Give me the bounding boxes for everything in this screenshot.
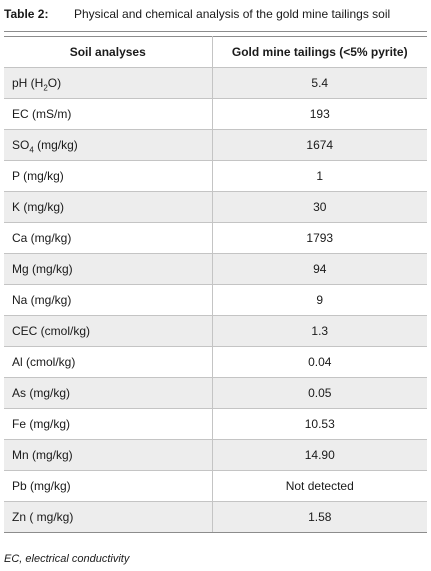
tailings-value: 193 (212, 98, 427, 130)
caption-divider (4, 31, 427, 32)
table-row: K (mg/kg) 30 (4, 191, 427, 223)
table-row: Pb (mg/kg) Not detected (4, 470, 427, 502)
tailings-value: 0.04 (212, 346, 427, 378)
table-row: Mg (mg/kg) 94 (4, 253, 427, 285)
tailings-value: 14.90 (212, 439, 427, 471)
table-row: CEC (cmol/kg) 1.3 (4, 315, 427, 347)
table-caption: Table 2: Physical and chemical analysis o… (4, 6, 390, 22)
table-row: EC (mS/m) 193 (4, 98, 427, 130)
analysis-label: Al (cmol/kg) (4, 346, 213, 378)
table-header-row: Soil analyses Gold mine tailings (<5% py… (4, 36, 427, 68)
tailings-value: 1.58 (212, 501, 427, 533)
table-title: Physical and chemical analysis of the go… (74, 7, 391, 21)
table-row: Fe (mg/kg) 10.53 (4, 408, 427, 440)
table-row: SO4 (mg/kg) 1674 (4, 129, 427, 161)
table-row: Ca (mg/kg) 1793 (4, 222, 427, 254)
table-row: Na (mg/kg) 9 (4, 284, 427, 316)
table-row: As (mg/kg) 0.05 (4, 377, 427, 409)
table-row: P (mg/kg) 1 (4, 160, 427, 192)
tailings-value: 1674 (212, 129, 427, 161)
tailings-value: 0.05 (212, 377, 427, 409)
analysis-label: pH (H2O) (4, 67, 213, 99)
table-body: pH (H2O) 5.4 EC (mS/m) 193 SO4 (mg/kg) 1674 P … (4, 67, 427, 533)
column-header-soil-analyses: Soil analyses (4, 36, 213, 68)
tailings-value: 94 (212, 253, 427, 285)
tailings-value: 9 (212, 284, 427, 316)
tailings-value: 1.3 (212, 315, 427, 347)
tailings-value: 1 (212, 160, 427, 192)
tailings-value: 10.53 (212, 408, 427, 440)
table-number: Table 2: (4, 7, 49, 21)
analysis-label: EC (mS/m) (4, 98, 213, 130)
tailings-value: 5.4 (212, 67, 427, 99)
table-row: Zn ( mg/kg) 1.58 (4, 501, 427, 533)
column-header-gold-mine-tailings: Gold mine tailings (<5% pyrite) (212, 36, 427, 68)
analysis-label: CEC (cmol/kg) (4, 315, 213, 347)
analysis-label: K (mg/kg) (4, 191, 213, 223)
table-row: Al (cmol/kg) 0.04 (4, 346, 427, 378)
soil-analysis-table: Soil analyses Gold mine tailings (<5% py… (4, 36, 427, 533)
analysis-label: As (mg/kg) (4, 377, 213, 409)
analysis-label: Ca (mg/kg) (4, 222, 213, 254)
analysis-label: Mn (mg/kg) (4, 439, 213, 471)
tailings-value: 30 (212, 191, 427, 223)
tailings-value: 1793 (212, 222, 427, 254)
table-row: Mn (mg/kg) 14.90 (4, 439, 427, 471)
analysis-label: Pb (mg/kg) (4, 470, 213, 502)
table-footnote: EC, electrical conductivity (4, 553, 130, 565)
tailings-value: Not detected (212, 470, 427, 502)
analysis-label: P (mg/kg) (4, 160, 213, 192)
analysis-label: Zn ( mg/kg) (4, 501, 213, 533)
analysis-label: Fe (mg/kg) (4, 408, 213, 440)
table-row: pH (H2O) 5.4 (4, 67, 427, 99)
analysis-label: SO4 (mg/kg) (4, 129, 213, 161)
analysis-label: Na (mg/kg) (4, 284, 213, 316)
analysis-label: Mg (mg/kg) (4, 253, 213, 285)
